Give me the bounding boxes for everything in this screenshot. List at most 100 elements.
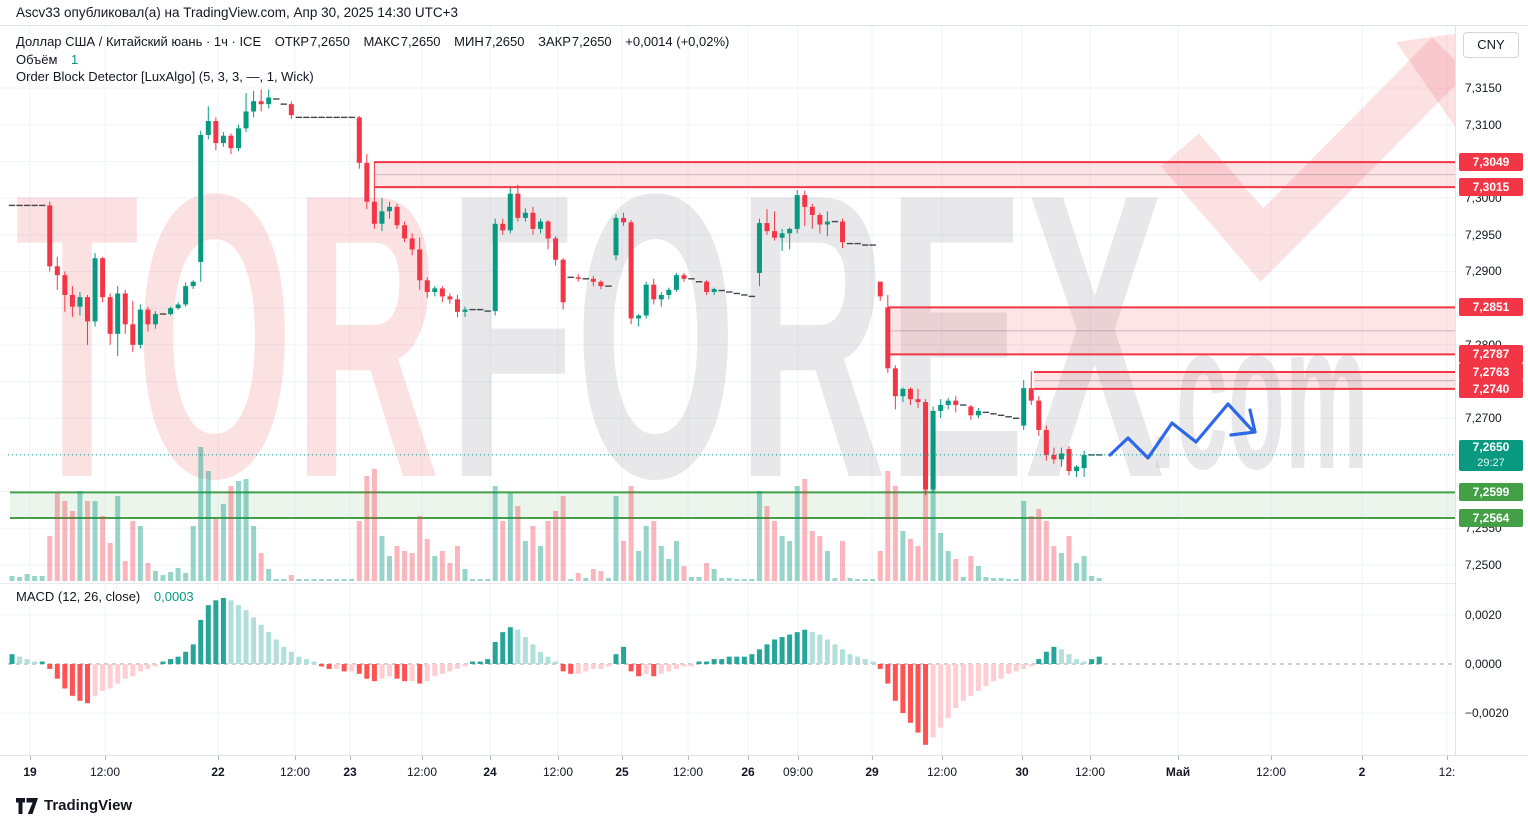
macd-layer [8, 597, 1455, 745]
time-label: 09:00 [782, 765, 814, 779]
forecast-arrow-line [1108, 402, 1254, 460]
close-value: 7,2650 [571, 34, 612, 49]
time-tick [1362, 756, 1363, 760]
time-tick [1447, 756, 1448, 760]
open-label: ОТКР [274, 34, 310, 49]
watermark-text-gray: FOREX [448, 109, 1165, 562]
bearish-level-label: 7,2763 [1459, 362, 1523, 381]
time-tick [622, 756, 623, 760]
volume-legend-row[interactable]: Объём 1 [16, 52, 78, 67]
time-tick [350, 756, 351, 760]
candles-layer [8, 89, 1103, 496]
publish-bar: Ascv33 опубликовал(а) на TradingView.com… [0, 0, 1528, 26]
time-label: 12: [1438, 765, 1456, 779]
macd-tick: 0,0000 [1465, 657, 1502, 671]
time-label: 12:00 [406, 765, 438, 779]
time-tick [295, 756, 296, 760]
time-label: 19 [23, 765, 37, 779]
time-tick [1271, 756, 1272, 760]
indicator-legend-row[interactable]: Order Block Detector [LuxAlgo] (5, 3, 3,… [16, 69, 314, 84]
time-label: 30 [1015, 765, 1029, 779]
time-tick [872, 756, 873, 760]
time-label: 22 [211, 765, 225, 779]
tradingview-logo-icon[interactable] [16, 798, 38, 814]
order-block-zones [10, 161, 1455, 520]
watermark-suffix: .com [1150, 278, 1368, 513]
watermark-arrow-icon [1161, 37, 1468, 282]
bullish-level-label: 7,2564 [1459, 509, 1523, 528]
macd-label[interactable]: MACD (12, 26, close) [16, 589, 141, 604]
time-tick [942, 756, 943, 760]
time-label: 12:00 [1074, 765, 1106, 779]
macd-value: 0,0003 [153, 589, 194, 604]
time-tick [422, 756, 423, 760]
bearish-level-label: 7,2851 [1459, 298, 1523, 317]
price-tick: 7,3150 [1465, 81, 1502, 95]
time-label: 12:00 [89, 765, 121, 779]
time-tick [490, 756, 491, 760]
price-tick: 7,2950 [1465, 227, 1502, 242]
macd-tick: −0,0020 [1465, 706, 1509, 720]
low-value: 7,2650 [484, 34, 525, 49]
time-tick [1178, 756, 1179, 760]
price-tick: 7,2700 [1465, 411, 1502, 426]
time-axis[interactable]: 19 12:00 22 12:00 23 12:00 24 12:00 25 12:00 26 09:… [0, 755, 1528, 787]
forecast-arrow [1108, 402, 1257, 460]
macd-legend-row[interactable]: MACD (12, 26, close) 0,0003 [16, 589, 194, 604]
bullish-level-label: 7,2599 [1459, 483, 1523, 502]
time-label: 26 [741, 765, 755, 779]
time-label: 2 [1358, 765, 1366, 779]
tradingview-brand[interactable]: TradingView [44, 797, 133, 814]
time-label: 12:00 [1255, 765, 1287, 779]
pane-separator[interactable] [0, 583, 1528, 584]
bearish-level-label: 7,2740 [1459, 379, 1523, 398]
time-tick [105, 756, 106, 760]
publish-text: Ascv33 опубликовал(а) на TradingView.com… [16, 5, 459, 20]
time-label: 29 [865, 765, 879, 779]
footer: TradingView [0, 787, 1528, 827]
volume-layer [9, 447, 1102, 581]
price-tick: 7,2500 [1465, 557, 1502, 572]
order-block-bearish [888, 307, 1455, 355]
symbol-legend-row[interactable]: Доллар США / Китайский юань · 1ч · ICE О… [16, 34, 729, 49]
time-tick [218, 756, 219, 760]
watermark: TOR FOREX.com [15, 32, 1468, 562]
open-value: 7,2650 [310, 34, 350, 49]
high-label: МАКС [363, 34, 400, 49]
volume-label: Объём [16, 52, 58, 67]
price-tick: 7,3100 [1465, 117, 1502, 132]
time-label: 24 [483, 765, 497, 779]
time-label: 12:00 [926, 765, 958, 779]
time-tick [748, 756, 749, 760]
time-tick [558, 756, 559, 760]
high-value: 7,2650 [400, 34, 441, 49]
time-tick [1090, 756, 1091, 760]
forecast-arrowhead-icon [1229, 408, 1257, 437]
low-label: МИН [454, 34, 484, 49]
symbol-title[interactable]: Доллар США / Китайский юань · 1ч · ICE [16, 34, 262, 49]
time-label: 12:00 [542, 765, 574, 779]
volume-value: 1 [71, 52, 79, 67]
time-tick [688, 756, 689, 760]
bearish-level-label: 7,2787 [1459, 345, 1523, 364]
currency-toggle-button[interactable]: CNY [1463, 32, 1519, 58]
price-tick: 7,2900 [1465, 264, 1502, 279]
change-value: +0,0014 (+0,02%) [625, 34, 730, 49]
close-label: ЗАКР [538, 34, 571, 49]
time-label: 12:00 [672, 765, 704, 779]
current-price-label: 7,2650 29:27 [1459, 439, 1523, 471]
bearish-level-label: 7,3015 [1459, 178, 1523, 197]
price-scale[interactable]: CNY 7,31507,31007,30007,29507,29007,2800… [1455, 26, 1528, 755]
time-tick [798, 756, 799, 760]
time-tick [1022, 756, 1023, 760]
order-block-bullish [10, 492, 1455, 519]
bearish-level-label: 7,3049 [1459, 153, 1523, 172]
indicator-title[interactable]: Order Block Detector [LuxAlgo] (5, 3, 3,… [16, 69, 314, 84]
time-tick [30, 756, 31, 760]
time-label: 12:00 [279, 765, 311, 779]
order-block-bearish [1034, 371, 1455, 389]
time-label: Май [1165, 765, 1191, 779]
macd-tick: 0,0020 [1465, 608, 1502, 622]
time-label: 25 [615, 765, 629, 779]
